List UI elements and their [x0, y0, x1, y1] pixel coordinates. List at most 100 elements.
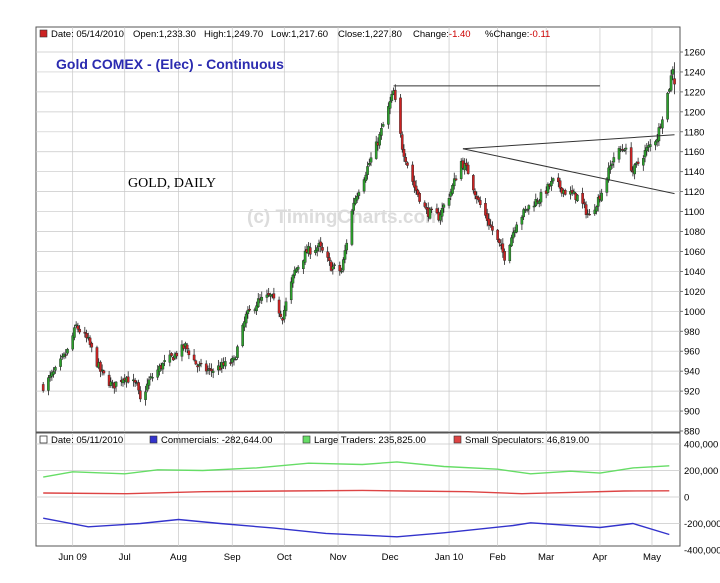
candle-body [463, 163, 466, 171]
candle [404, 153, 407, 165]
candle-body [59, 358, 62, 367]
candle [390, 90, 394, 103]
x-tick-label: Aug [170, 552, 187, 563]
candle [546, 182, 550, 196]
header-change-value: -1.40 [449, 29, 471, 40]
candle [595, 205, 598, 215]
candle [387, 102, 390, 129]
cot-tick-label: 400,000 [684, 440, 718, 451]
candle-body [428, 208, 432, 219]
price-tick-label: 1180 [684, 127, 704, 138]
x-tick-label: Apr [593, 552, 608, 563]
price-tick-label: 1060 [684, 247, 705, 258]
candle-body [319, 241, 323, 247]
candle-body [503, 251, 506, 261]
candle [586, 209, 590, 218]
candle [208, 363, 212, 376]
candle-body [208, 368, 212, 370]
candle-body [76, 325, 80, 330]
candle [133, 377, 137, 387]
candle-body [418, 193, 421, 202]
candle [572, 188, 576, 195]
candle-body [229, 362, 232, 364]
candle [400, 131, 404, 153]
candle-body [511, 232, 515, 239]
candle [648, 139, 652, 152]
candle [331, 262, 335, 275]
price-legend-swatch [39, 29, 48, 38]
candle [64, 349, 68, 359]
price-tick-label: 1020 [684, 287, 705, 298]
candle-body [617, 148, 621, 160]
candle-body [211, 370, 215, 373]
candle [522, 207, 525, 221]
candle-body [609, 165, 612, 170]
candle-body [607, 167, 610, 181]
candle [340, 267, 343, 274]
candle-body [510, 237, 513, 247]
candle [303, 246, 307, 265]
candle [452, 172, 456, 190]
candle-body [404, 157, 407, 163]
candle [145, 378, 149, 393]
candle-body [83, 332, 87, 334]
candle-body [354, 198, 357, 204]
small-speculators-label: Small Speculators: 46,819.00 [465, 435, 589, 446]
header-pct-label: %Change: [485, 29, 529, 40]
candle-body [224, 361, 227, 367]
candle [352, 197, 355, 215]
candle [654, 139, 657, 151]
candle [345, 239, 349, 255]
candle [622, 148, 626, 152]
header-high: High:1,249.70 [204, 29, 263, 40]
candle-body [147, 379, 151, 386]
candle-body [41, 384, 45, 391]
candle-body [206, 369, 210, 371]
candle [366, 161, 369, 180]
candle-body [47, 377, 50, 391]
candle [319, 237, 323, 253]
candle [484, 197, 487, 219]
candle-body [572, 191, 576, 194]
candle [151, 373, 154, 382]
candle-body [328, 257, 331, 261]
candle-body [279, 313, 283, 317]
candle-body [139, 390, 142, 400]
candle-body [187, 350, 191, 356]
candle [527, 204, 531, 215]
candle-body [501, 243, 505, 253]
candle-body [168, 354, 172, 363]
candle-body [114, 381, 118, 387]
candle [341, 257, 345, 273]
candle-body [600, 192, 603, 201]
cot-tick-label: 200,000 [684, 466, 718, 477]
candle-body [100, 369, 104, 371]
candle [73, 324, 76, 341]
watermark: (c) TimingCharts.com [247, 207, 442, 228]
candle [362, 177, 366, 194]
candle-body [551, 178, 555, 182]
x-tick-label: Jun 09 [58, 552, 87, 563]
candle-body [73, 327, 76, 338]
candle [550, 176, 553, 191]
candle-body [374, 141, 378, 159]
cot-series-commercials [43, 517, 670, 538]
candle-body [302, 260, 305, 270]
candle [74, 321, 78, 328]
candle-body [673, 78, 676, 85]
candle-body [163, 360, 166, 362]
candle [596, 194, 600, 212]
candle [515, 221, 518, 234]
candle [406, 161, 409, 169]
candle-body [459, 161, 463, 179]
candle [293, 266, 296, 279]
candle [78, 325, 81, 335]
candle [315, 245, 319, 257]
price-tick-label: 900 [684, 407, 700, 418]
candle-body [387, 106, 390, 125]
candle [170, 352, 173, 358]
candle-body [654, 141, 657, 146]
candle [367, 158, 371, 167]
candle [503, 248, 506, 265]
candle-body [66, 348, 69, 354]
